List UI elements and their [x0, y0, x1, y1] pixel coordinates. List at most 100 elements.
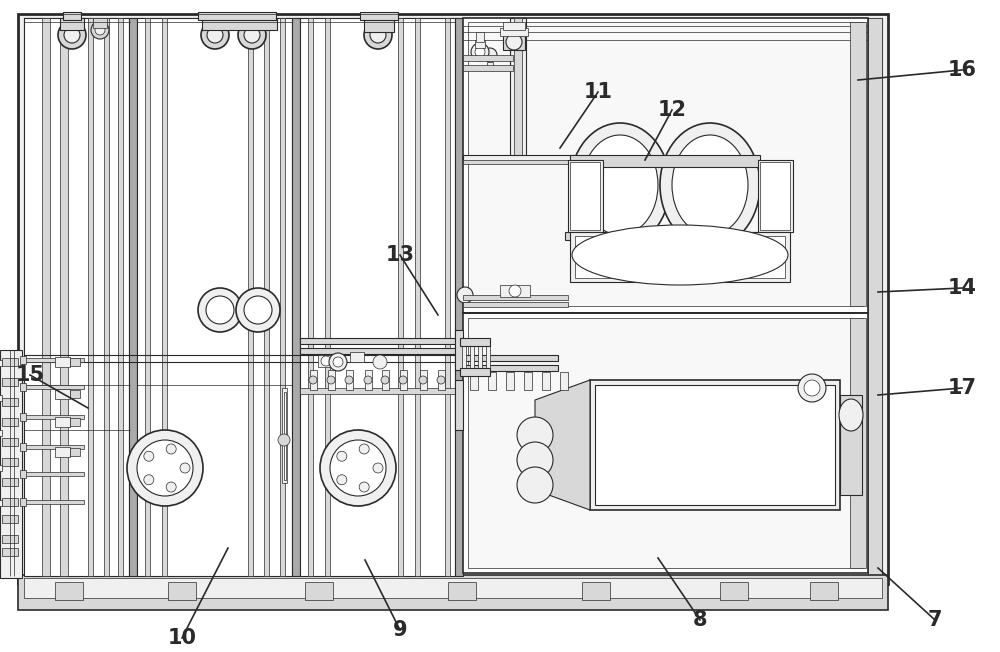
Bar	[328, 370, 335, 390]
Circle shape	[309, 376, 317, 384]
Bar	[24, 415, 84, 419]
Bar	[2, 498, 18, 506]
Bar	[850, 318, 866, 568]
Bar	[346, 370, 353, 390]
Bar	[470, 372, 478, 390]
Bar	[463, 160, 703, 164]
Ellipse shape	[660, 123, 760, 247]
Circle shape	[64, 27, 80, 43]
Bar	[300, 348, 460, 354]
Bar	[570, 155, 760, 167]
Bar	[2, 378, 18, 386]
Bar	[93, 18, 107, 28]
Bar	[365, 370, 372, 390]
Bar	[264, 18, 269, 576]
Bar	[2, 438, 18, 446]
Bar	[2, 535, 18, 543]
Bar	[400, 370, 407, 390]
Bar	[560, 372, 568, 390]
Bar	[248, 18, 253, 576]
Circle shape	[278, 434, 290, 446]
Circle shape	[244, 27, 260, 43]
Bar	[2, 515, 18, 523]
Bar	[325, 18, 330, 576]
Bar	[198, 12, 276, 20]
Bar	[570, 162, 600, 230]
Bar	[445, 18, 450, 576]
Bar	[55, 417, 70, 427]
Bar	[0, 430, 2, 436]
Bar	[420, 370, 427, 390]
Bar	[542, 372, 550, 390]
Bar	[810, 582, 838, 600]
Bar	[500, 28, 528, 36]
Bar	[760, 162, 790, 230]
Circle shape	[517, 442, 553, 478]
Circle shape	[321, 356, 331, 366]
Bar	[55, 447, 70, 457]
Circle shape	[475, 47, 485, 57]
Bar	[282, 388, 287, 483]
Bar	[70, 418, 80, 426]
Bar	[137, 18, 292, 576]
Bar	[448, 582, 476, 600]
Ellipse shape	[572, 225, 788, 285]
Circle shape	[327, 376, 335, 384]
Bar	[24, 472, 84, 476]
Circle shape	[206, 296, 234, 324]
Circle shape	[359, 444, 369, 454]
Circle shape	[198, 288, 242, 332]
Bar	[350, 352, 364, 362]
Ellipse shape	[582, 135, 658, 235]
Text: 17: 17	[948, 378, 976, 398]
Circle shape	[201, 21, 229, 49]
Circle shape	[337, 475, 347, 484]
Bar	[463, 365, 558, 371]
Bar	[88, 18, 93, 576]
Bar	[455, 18, 460, 576]
Circle shape	[364, 376, 372, 384]
Circle shape	[144, 475, 154, 484]
Bar	[720, 582, 748, 600]
Circle shape	[457, 287, 473, 303]
Bar	[570, 232, 790, 282]
Circle shape	[207, 27, 223, 43]
Bar	[20, 413, 26, 421]
Bar	[360, 12, 398, 20]
Bar	[55, 582, 83, 600]
Bar	[463, 313, 868, 573]
Circle shape	[166, 444, 176, 454]
Bar	[565, 232, 765, 240]
Bar	[24, 358, 84, 362]
Bar	[0, 395, 2, 401]
Bar	[590, 380, 840, 510]
Circle shape	[399, 376, 407, 384]
Bar	[24, 18, 882, 30]
Bar	[20, 356, 26, 364]
Bar	[503, 35, 525, 50]
Circle shape	[236, 288, 280, 332]
Circle shape	[517, 467, 553, 503]
Bar	[280, 18, 285, 576]
Bar	[2, 358, 18, 366]
Bar	[455, 18, 463, 576]
Bar	[63, 12, 81, 20]
Bar	[510, 18, 526, 158]
Circle shape	[166, 482, 176, 492]
Bar	[840, 395, 862, 495]
Circle shape	[127, 430, 203, 506]
Bar	[0, 500, 2, 506]
Bar	[514, 18, 522, 158]
Ellipse shape	[672, 135, 748, 235]
Circle shape	[345, 376, 353, 384]
Bar	[24, 385, 84, 389]
Circle shape	[370, 27, 386, 43]
Bar	[468, 318, 863, 568]
Circle shape	[506, 34, 522, 50]
Bar	[476, 32, 484, 42]
Bar	[382, 370, 389, 390]
Bar	[18, 14, 888, 584]
Bar	[18, 575, 888, 610]
Text: 15: 15	[15, 365, 45, 385]
Bar	[300, 388, 460, 394]
